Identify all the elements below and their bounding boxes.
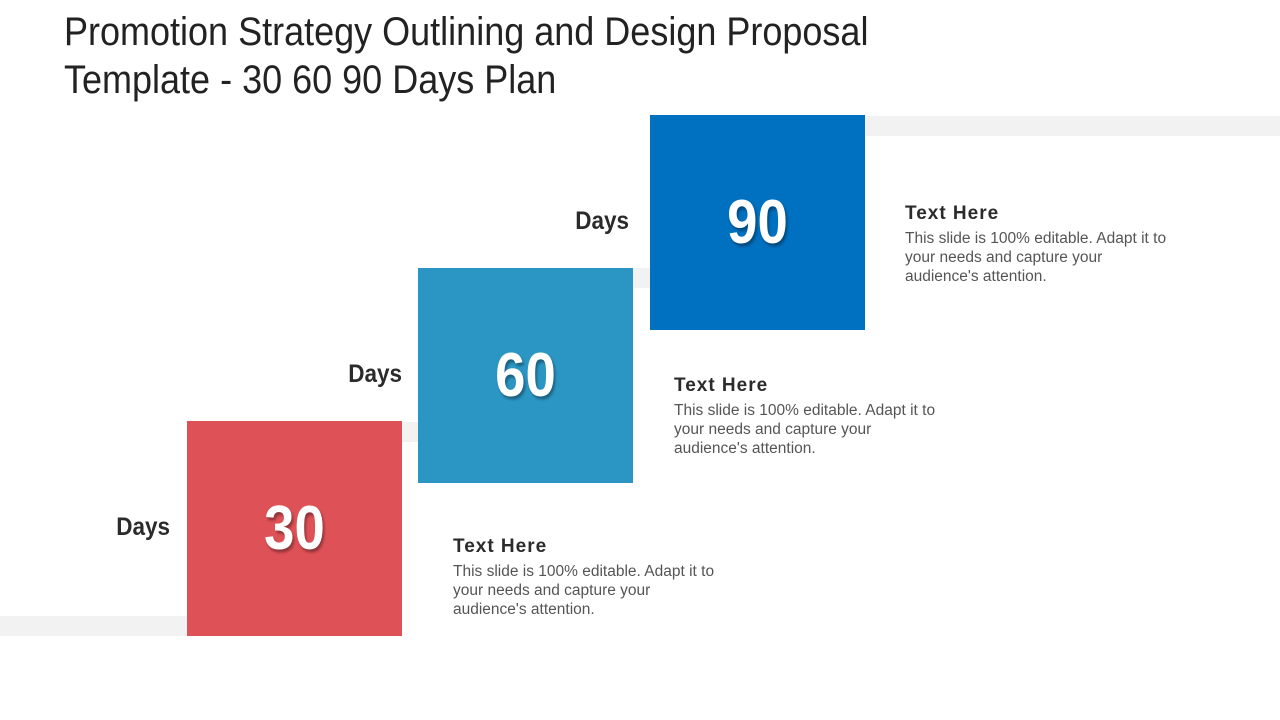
step-number-60: 60 [495,341,556,410]
step-block-30: 30 [187,421,402,636]
step-body-60: This slide is 100% editable. Adapt it to… [674,402,936,457]
page-title-line-2: Template - 30 60 90 Days Plan [64,58,557,102]
page-title-line-1: Promotion Strategy Outlining and Design … [64,10,869,54]
step-text-30: Text Here This slide is 100% editable. A… [453,536,723,619]
step-heading-60: Text Here [674,375,769,396]
days-label-90: Days [575,207,629,235]
step-text-60: Text Here This slide is 100% editable. A… [674,375,944,458]
step-band-top [864,116,1280,136]
step-number-30: 30 [264,494,325,563]
step-body-30: This slide is 100% editable. Adapt it to… [453,563,715,618]
page-title: Promotion Strategy Outlining and Design … [64,8,964,104]
step-number-90: 90 [727,188,788,257]
step-band-90 [633,268,651,288]
step-block-90: 90 [650,115,865,330]
days-label-30: Days [116,513,170,541]
step-block-60: 60 [418,268,633,483]
step-text-90: Text Here This slide is 100% editable. A… [905,203,1175,286]
step-body-90: This slide is 100% editable. Adapt it to… [905,230,1167,285]
step-band-30 [0,616,188,636]
step-heading-90: Text Here [905,203,1000,224]
step-band-60 [402,422,419,442]
days-label-60: Days [348,360,402,388]
step-heading-30: Text Here [453,536,548,557]
